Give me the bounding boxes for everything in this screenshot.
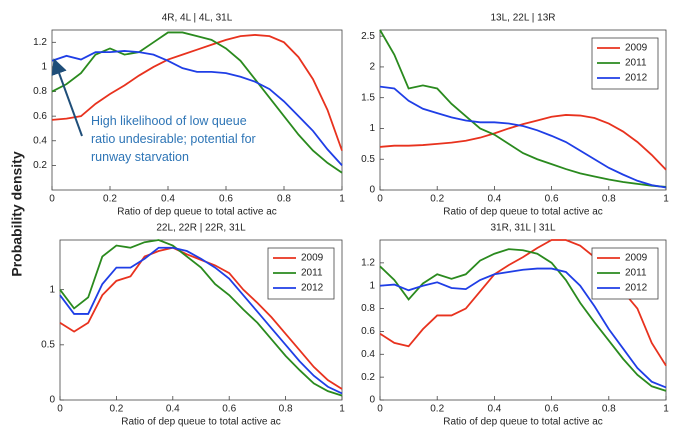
x-tick-label: 0.8: [602, 404, 616, 415]
data-line: [59, 246, 343, 390]
y-tick-label: 0.4: [33, 135, 47, 146]
legend-label: 2012: [625, 283, 648, 294]
plot-frame: [59, 239, 343, 401]
x-tick-label: 0.6: [222, 404, 236, 415]
legend-label: 2011: [301, 268, 323, 279]
data-line: [59, 239, 343, 397]
y-tick-label: 0.6: [361, 326, 375, 337]
x-tick-label: 0.8: [277, 194, 291, 205]
data-line: [379, 29, 667, 188]
annotation: High likelihood of low queue: [91, 114, 247, 128]
y-tick-label: 1.2: [33, 37, 47, 48]
x-tick-label: 0.6: [545, 194, 559, 205]
x-tick-label: 1: [339, 194, 345, 205]
legend-label: 2012: [625, 73, 648, 84]
annotation-arrow: [51, 58, 83, 137]
x-tick-label: 0.4: [487, 194, 501, 205]
x-tick-label: 0: [377, 404, 383, 415]
legend-label: 2009: [625, 43, 648, 54]
x-tick-label: 0: [49, 194, 55, 205]
y-tick-label: 0: [369, 395, 375, 406]
annotation: ratio undesirable; potential for: [91, 132, 256, 146]
data-line: [379, 267, 667, 389]
x-tick-label: 0: [57, 404, 63, 415]
legend-label: 2011: [625, 58, 647, 69]
legend-label: 2011: [625, 268, 647, 279]
data-line: [379, 85, 667, 189]
data-line: [379, 114, 667, 171]
y-tick-label: 1.5: [361, 92, 375, 103]
data-line: [51, 34, 343, 151]
y-tick-label: 0.2: [33, 160, 47, 171]
data-line: [51, 50, 343, 166]
data-line: [59, 246, 343, 395]
y-tick-label: 1: [41, 62, 47, 73]
x-tick-label: 0.4: [166, 404, 180, 415]
plot-frame: [379, 29, 667, 191]
y-tick-label: 0: [49, 395, 55, 406]
y-tick-label: 0.8: [33, 86, 47, 97]
legend-label: 2009: [625, 253, 648, 264]
y-tick-label: 1: [49, 284, 55, 295]
x-axis-label: Ratio of dep queue to total active ac: [121, 417, 281, 428]
x-axis-label: Ratio of dep queue to total active ac: [443, 207, 603, 218]
x-axis-label: Ratio of dep queue to total active ac: [443, 417, 603, 428]
x-tick-label: 1: [663, 404, 669, 415]
y-tick-label: 0.8: [361, 303, 375, 314]
legend-label: 2012: [301, 283, 324, 294]
chart-title: 4R, 4L | 4L, 31L: [162, 13, 233, 24]
x-tick-label: 0.4: [161, 194, 175, 205]
y-tick-label: 2.5: [361, 31, 375, 42]
y-tick-label: 0.6: [33, 111, 47, 122]
y-tick-label: 1.2: [361, 257, 375, 268]
chart-title: 31R, 31L | 31L: [490, 223, 555, 234]
y-tick-label: 0.5: [41, 339, 55, 350]
y-tick-label: 1: [369, 123, 375, 134]
y-tick-label: 0.4: [361, 349, 375, 360]
x-tick-label: 0.2: [103, 194, 117, 205]
x-tick-label: 0: [377, 194, 383, 205]
x-axis-label: Ratio of dep queue to total active ac: [117, 207, 277, 218]
y-axis-label: Probability density: [9, 151, 25, 276]
x-tick-label: 1: [339, 404, 345, 415]
data-line: [379, 248, 667, 392]
y-tick-label: 0: [369, 185, 375, 196]
chart-title: 22L, 22R | 22R, 31L: [156, 223, 246, 234]
x-tick-label: 0.2: [430, 194, 444, 205]
x-tick-label: 1: [663, 194, 669, 205]
x-tick-label: 0.2: [430, 404, 444, 415]
y-tick-label: 0.2: [361, 372, 375, 383]
x-tick-label: 0.8: [279, 404, 293, 415]
y-tick-label: 1: [369, 280, 375, 291]
x-tick-label: 0.4: [487, 404, 501, 415]
y-tick-label: 2: [369, 62, 375, 73]
plot-frame: [51, 29, 343, 191]
plot-frame: [379, 239, 667, 401]
x-tick-label: 0.6: [219, 194, 233, 205]
annotation: runway starvation: [91, 150, 189, 164]
y-tick-label: 0.5: [361, 154, 375, 165]
x-tick-label: 0.8: [602, 194, 616, 205]
chart-title: 13L, 22L | 13R: [490, 13, 555, 24]
x-tick-label: 0.6: [545, 404, 559, 415]
legend-label: 2009: [301, 253, 324, 264]
x-tick-label: 0.2: [109, 404, 123, 415]
